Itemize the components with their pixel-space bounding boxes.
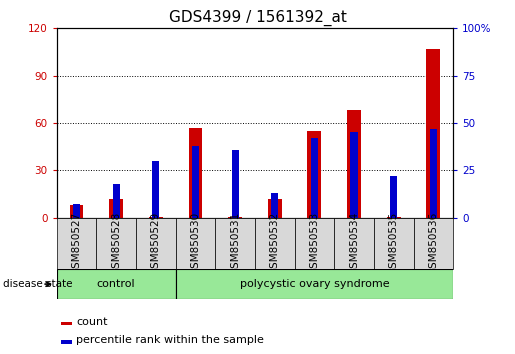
Bar: [430, 129, 437, 218]
Text: GSM850536: GSM850536: [428, 212, 438, 275]
Text: GSM850532: GSM850532: [270, 212, 280, 275]
Bar: [426, 49, 440, 218]
Bar: [387, 217, 401, 218]
Bar: [61, 340, 72, 344]
Bar: [390, 176, 397, 218]
Bar: [176, 218, 215, 269]
Text: GSM850531: GSM850531: [230, 212, 240, 275]
Text: GSM850533: GSM850533: [310, 212, 319, 275]
Text: polycystic ovary syndrome: polycystic ovary syndrome: [239, 279, 389, 289]
Bar: [57, 269, 176, 299]
Bar: [61, 321, 72, 325]
Bar: [255, 218, 295, 269]
Bar: [347, 110, 361, 218]
Bar: [149, 217, 163, 218]
Bar: [268, 199, 282, 218]
Text: control: control: [97, 279, 135, 289]
Text: GSM850530: GSM850530: [191, 212, 200, 275]
Text: percentile rank within the sample: percentile rank within the sample: [76, 335, 264, 345]
Bar: [73, 205, 80, 218]
Bar: [192, 146, 199, 218]
Bar: [136, 218, 176, 269]
Text: GSM850529: GSM850529: [151, 212, 161, 275]
Bar: [311, 138, 318, 218]
Text: GSM850535: GSM850535: [389, 212, 399, 275]
Bar: [351, 132, 357, 218]
Bar: [334, 218, 374, 269]
Bar: [188, 128, 202, 218]
Bar: [228, 217, 242, 218]
Bar: [96, 218, 136, 269]
Text: GDS4399 / 1561392_at: GDS4399 / 1561392_at: [168, 10, 347, 26]
Bar: [374, 218, 414, 269]
Text: count: count: [76, 317, 108, 327]
Bar: [57, 218, 96, 269]
Bar: [232, 149, 238, 218]
Bar: [414, 218, 453, 269]
Bar: [176, 269, 453, 299]
Bar: [307, 131, 321, 218]
Bar: [152, 161, 159, 218]
Bar: [109, 199, 123, 218]
Text: GSM850528: GSM850528: [111, 212, 121, 275]
Text: GSM850527: GSM850527: [72, 212, 81, 275]
Bar: [113, 184, 119, 218]
Bar: [215, 218, 255, 269]
Bar: [295, 218, 334, 269]
Bar: [271, 193, 278, 218]
Bar: [70, 205, 83, 218]
Text: disease state: disease state: [3, 279, 72, 289]
Text: GSM850534: GSM850534: [349, 212, 359, 275]
